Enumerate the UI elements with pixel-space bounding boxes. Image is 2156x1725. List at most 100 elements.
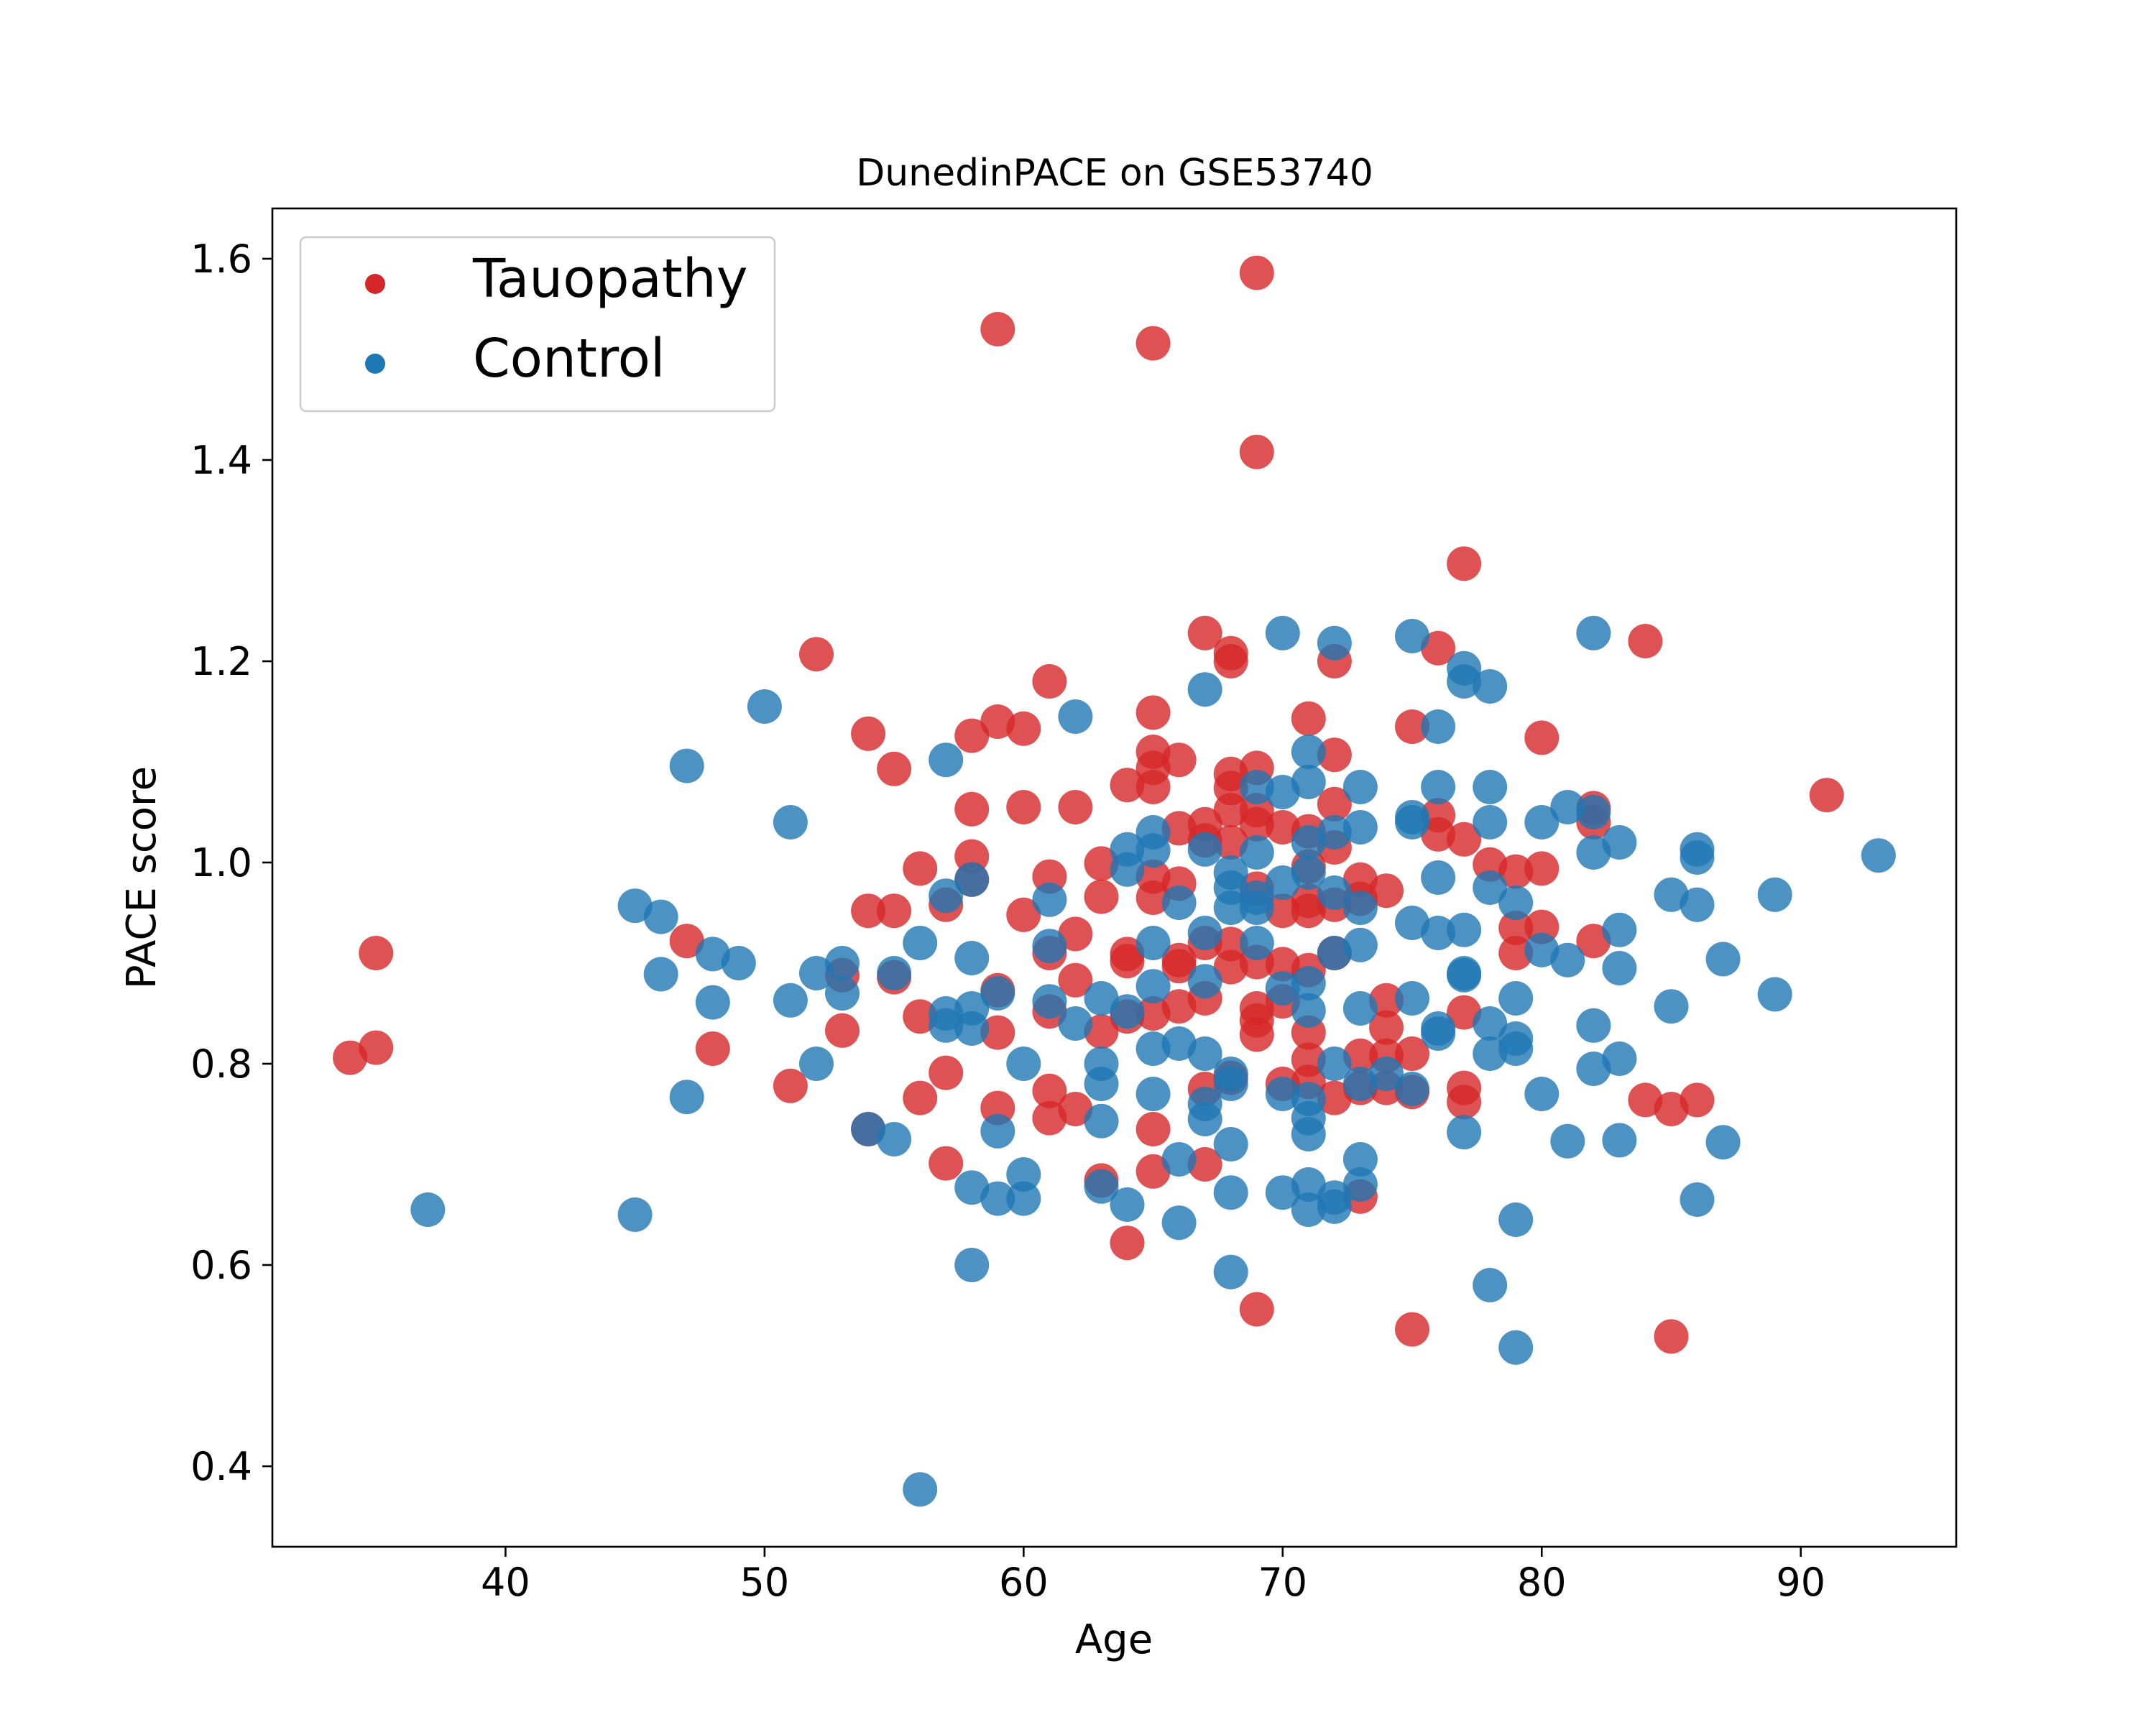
- x-tick-label: 70: [1258, 1560, 1307, 1605]
- data-point: [851, 716, 886, 751]
- x-tick-label: 60: [999, 1560, 1049, 1605]
- data-point: [359, 936, 394, 970]
- data-point: [1291, 1167, 1326, 1202]
- data-point: [1058, 790, 1093, 824]
- data-point: [1473, 1006, 1508, 1041]
- data-point: [1006, 1181, 1041, 1216]
- data-point: [773, 805, 808, 840]
- data-point: [1524, 932, 1560, 967]
- legend-label-tauopathy: Tauopathy: [472, 248, 748, 310]
- data-point: [1239, 434, 1274, 469]
- data-point: [643, 899, 678, 934]
- data-point: [1395, 619, 1429, 653]
- y-tick-label: 1.2: [190, 639, 252, 684]
- data-point: [929, 1146, 964, 1181]
- data-point: [1135, 969, 1171, 1004]
- data-point: [1498, 981, 1534, 1016]
- x-tick-label: 40: [481, 1560, 530, 1605]
- data-point: [333, 1040, 368, 1075]
- data-point: [1421, 709, 1456, 744]
- data-point: [1342, 927, 1378, 962]
- data-point: [903, 851, 938, 886]
- data-point: [799, 1046, 834, 1081]
- data-point: [1265, 893, 1300, 929]
- data-point: [1447, 546, 1482, 581]
- data-point: [1135, 996, 1171, 1031]
- data-point: [980, 1015, 1015, 1050]
- data-point: [980, 1113, 1015, 1149]
- data-point: [851, 893, 886, 929]
- data-point: [1006, 711, 1041, 746]
- legend-box: [299, 236, 776, 413]
- data-point: [1135, 926, 1171, 960]
- data-point: [929, 1055, 964, 1090]
- data-point: [1213, 949, 1248, 985]
- data-point: [1602, 1041, 1637, 1076]
- data-point: [903, 999, 938, 1034]
- data-point: [1342, 1038, 1378, 1073]
- data-point: [1084, 1014, 1119, 1049]
- data-point: [1239, 255, 1274, 290]
- data-point: [1006, 897, 1041, 932]
- data-point: [980, 976, 1015, 1011]
- data-point: [1265, 1077, 1300, 1111]
- data-point: [1576, 1052, 1611, 1086]
- data-point: [1291, 825, 1326, 860]
- data-point: [1680, 887, 1715, 922]
- y-tick-label: 1.6: [190, 236, 252, 282]
- data-point: [1058, 699, 1093, 734]
- y-tick-label: 0.6: [190, 1243, 252, 1288]
- data-point: [1239, 770, 1274, 804]
- data-point: [1654, 1092, 1689, 1126]
- data-point: [980, 1181, 1015, 1216]
- data-point: [1447, 957, 1482, 993]
- data-point: [1421, 860, 1456, 895]
- data-point: [1265, 775, 1300, 809]
- data-point: [1161, 989, 1197, 1024]
- data-point: [1058, 1092, 1093, 1126]
- data-point: [1447, 1085, 1482, 1120]
- data-point: [617, 888, 653, 924]
- data-point: [1317, 1046, 1352, 1081]
- data-point: [1576, 795, 1611, 829]
- data-point: [1291, 701, 1326, 736]
- data-point: [1602, 912, 1637, 947]
- data-point: [1291, 735, 1326, 769]
- data-point: [1161, 1142, 1197, 1177]
- data-point: [1213, 1127, 1248, 1162]
- data-point: [1369, 983, 1404, 1018]
- data-point: [1291, 855, 1326, 890]
- data-point: [1524, 851, 1560, 886]
- data-point: [929, 878, 964, 914]
- data-point: [1473, 1268, 1508, 1302]
- data-point: [1705, 942, 1741, 977]
- data-point: [1757, 977, 1792, 1012]
- data-point: [1628, 624, 1663, 658]
- data-point: [1032, 1100, 1067, 1136]
- data-point: [1342, 991, 1378, 1026]
- data-point: [1447, 664, 1482, 699]
- data-point: [1213, 1254, 1248, 1289]
- data-point: [1498, 886, 1534, 920]
- data-point: [1473, 1036, 1508, 1071]
- data-point: [1654, 877, 1689, 912]
- data-point: [1395, 805, 1429, 840]
- data-point: [1421, 630, 1456, 666]
- x-tick-label: 80: [1517, 1560, 1567, 1605]
- data-point: [1473, 669, 1508, 704]
- data-point: [1161, 1026, 1197, 1061]
- y-tick-label: 0.4: [190, 1444, 252, 1489]
- x-axis: 40 50 60 70 80 90: [481, 1547, 1825, 1605]
- data-point: [1421, 1016, 1456, 1051]
- data-point: [1187, 832, 1222, 867]
- data-point: [1135, 1031, 1171, 1066]
- data-point: [954, 1170, 990, 1205]
- data-point: [1447, 1115, 1482, 1150]
- data-point: [1395, 1312, 1429, 1347]
- data-point: [954, 1011, 990, 1046]
- data-point: [1084, 846, 1119, 881]
- data-point: [1421, 798, 1456, 833]
- data-point: [1265, 1175, 1300, 1210]
- data-point: [1291, 1117, 1326, 1151]
- data-point: [1498, 1202, 1534, 1237]
